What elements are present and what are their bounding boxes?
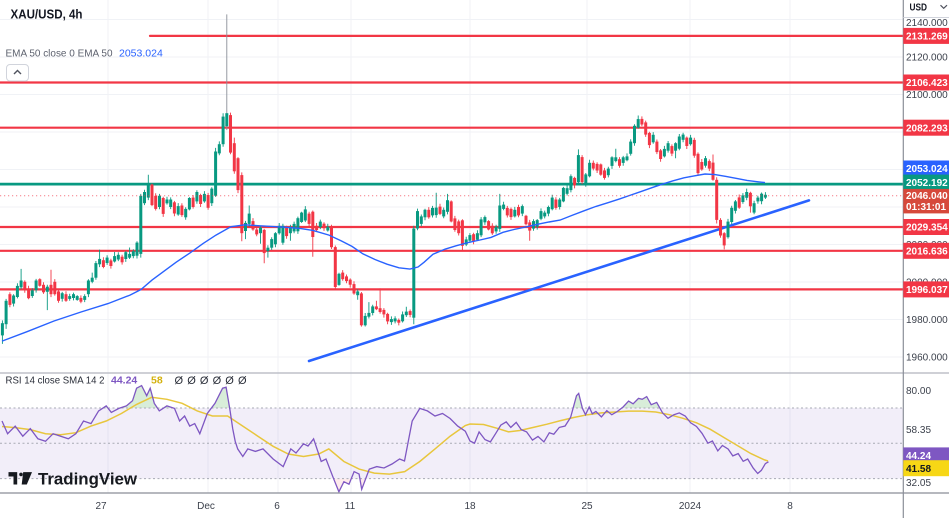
svg-text:2053.024: 2053.024 bbox=[906, 164, 948, 175]
svg-text:EMA 50 close 0 EMA 50: EMA 50 close 0 EMA 50 bbox=[6, 48, 113, 60]
svg-text:2029.354: 2029.354 bbox=[906, 223, 948, 234]
svg-text:2024: 2024 bbox=[679, 501, 702, 512]
svg-text:44.24: 44.24 bbox=[111, 375, 137, 387]
svg-text:2131.269: 2131.269 bbox=[906, 32, 948, 43]
svg-text:1996.037: 1996.037 bbox=[906, 285, 948, 296]
svg-text:27: 27 bbox=[95, 501, 107, 512]
svg-text:2052.192: 2052.192 bbox=[906, 178, 948, 189]
svg-text:1980.000: 1980.000 bbox=[906, 315, 948, 326]
svg-text:44.24: 44.24 bbox=[906, 451, 931, 462]
svg-text:TradingView: TradingView bbox=[38, 470, 138, 489]
svg-text:2046.040: 2046.040 bbox=[906, 191, 948, 202]
svg-text:2016.636: 2016.636 bbox=[906, 246, 948, 257]
svg-text:Ø: Ø bbox=[187, 375, 196, 387]
svg-text:Dec: Dec bbox=[197, 501, 215, 512]
svg-text:6: 6 bbox=[274, 501, 280, 512]
svg-text:2100.000: 2100.000 bbox=[906, 90, 948, 101]
svg-text:Ø: Ø bbox=[175, 375, 184, 387]
svg-text:32.05: 32.05 bbox=[906, 478, 931, 489]
svg-text:2140.000: 2140.000 bbox=[906, 18, 948, 29]
svg-text:01:31:01: 01:31:01 bbox=[906, 202, 946, 213]
svg-text:41.58: 41.58 bbox=[906, 464, 931, 475]
svg-text:Ø: Ø bbox=[200, 375, 209, 387]
svg-text:USD: USD bbox=[910, 2, 928, 14]
svg-text:Ø: Ø bbox=[225, 375, 234, 387]
svg-text:58.35: 58.35 bbox=[906, 425, 931, 436]
svg-text:2082.293: 2082.293 bbox=[906, 123, 948, 134]
svg-text:XAU/USD, 4h: XAU/USD, 4h bbox=[11, 7, 83, 22]
svg-text:25: 25 bbox=[581, 501, 593, 512]
svg-text:Ø: Ø bbox=[213, 375, 222, 387]
svg-text:8: 8 bbox=[787, 501, 793, 512]
svg-text:58: 58 bbox=[151, 375, 163, 387]
svg-text:2106.423: 2106.423 bbox=[906, 78, 948, 89]
svg-text:11: 11 bbox=[345, 501, 356, 512]
svg-text:2053.024: 2053.024 bbox=[119, 48, 163, 60]
svg-text:Ø: Ø bbox=[238, 375, 247, 387]
svg-text:80.00: 80.00 bbox=[906, 386, 931, 397]
svg-text:2120.000: 2120.000 bbox=[906, 53, 948, 64]
svg-text:1960.000: 1960.000 bbox=[906, 353, 948, 364]
svg-text:18: 18 bbox=[464, 501, 476, 512]
svg-text:RSI 14 close SMA 14 2: RSI 14 close SMA 14 2 bbox=[6, 375, 105, 387]
